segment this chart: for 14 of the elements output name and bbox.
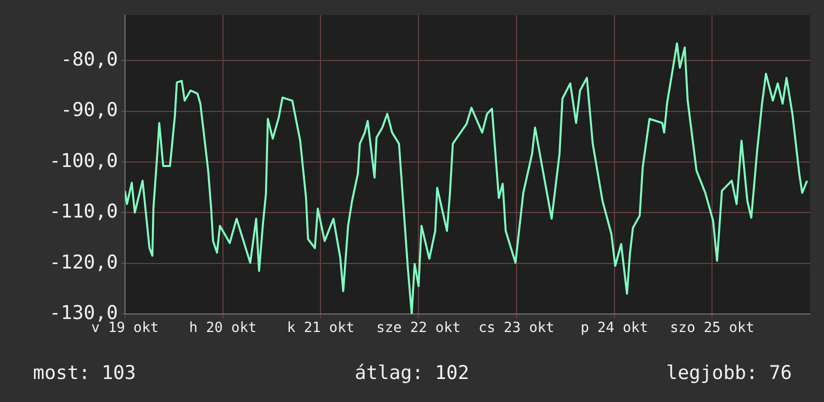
text: most: 103: [33, 362, 136, 384]
y-tick-label: -90,0: [60, 99, 118, 122]
y-tick-label: -120,0: [49, 251, 118, 274]
x-tick-label: szo 25 okt: [670, 320, 754, 336]
y-tick-label: -80,0: [60, 48, 118, 71]
y-tick-label: -110,0: [49, 200, 118, 223]
x-tick-label: k 21 okt: [286, 320, 354, 336]
x-tick-label: cs 23 okt: [478, 320, 554, 336]
y-tick-label: -100,0: [49, 150, 118, 172]
text: átlag: 102: [354, 362, 470, 384]
x-tick-label: p 24 okt: [580, 320, 648, 336]
text: legjobb: 76: [666, 362, 792, 384]
x-tick-label: h 20 okt: [189, 320, 257, 336]
x-tick-label: sze 22 okt: [376, 320, 461, 336]
